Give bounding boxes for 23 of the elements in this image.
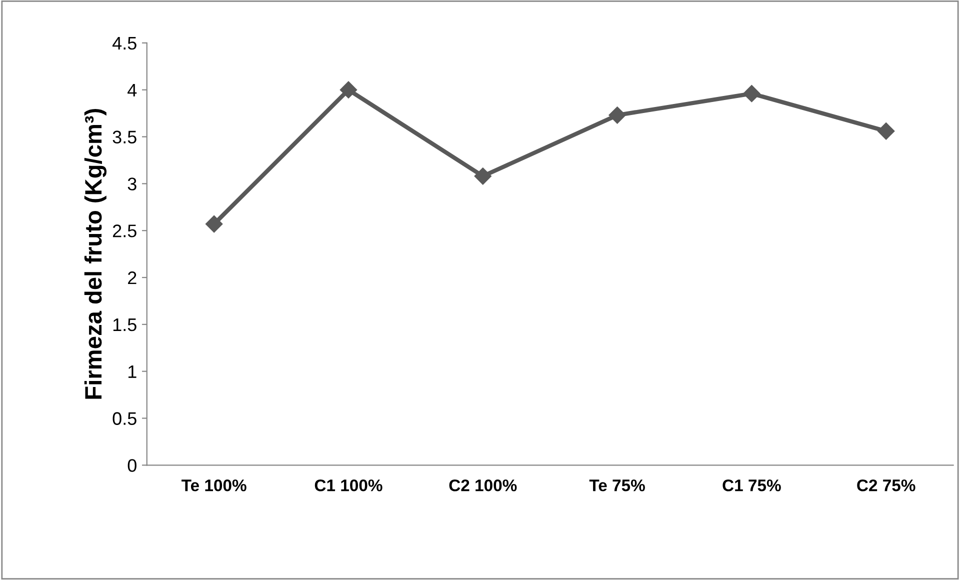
y-tick-label: 0 <box>128 459 136 472</box>
y-tick-label: 2.5 <box>112 224 136 238</box>
point <box>340 81 358 98</box>
x-tick-label: Te 100% <box>182 479 246 492</box>
y-tick-label: 1.5 <box>113 318 136 332</box>
x-tick-label: Te 75% <box>589 480 645 492</box>
x-tick-label: C2 100% <box>449 479 517 492</box>
x-tick-label: C2 75% <box>857 479 916 492</box>
y-tick-label: 3 <box>128 178 136 190</box>
y-tick-label: 3.5 <box>112 130 136 144</box>
y-tick-label: 4 <box>128 84 137 96</box>
x-tick-label: C1 100% <box>314 479 382 492</box>
y-tick-label: 1 <box>128 365 136 378</box>
y-tick-label: 4.5 <box>112 37 136 50</box>
point <box>474 168 492 185</box>
point <box>878 122 895 140</box>
point <box>608 106 626 124</box>
y-tick-label: 2 <box>128 271 136 284</box>
x-tick-label: C1 75% <box>722 479 781 492</box>
point <box>743 85 760 102</box>
y-tick-label: 0.5 <box>112 412 136 425</box>
point <box>206 215 223 233</box>
y-axis-title: Firmeza del fruto (Kg/cm³) <box>84 108 107 399</box>
